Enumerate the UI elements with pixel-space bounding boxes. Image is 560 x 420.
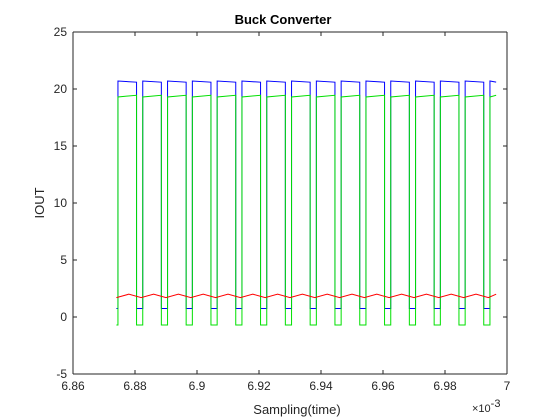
y-tick-label: 5 <box>60 253 67 267</box>
plot-box <box>73 32 507 374</box>
x-exponent: ×10-3 <box>472 398 500 415</box>
x-tick-label: 6.88 <box>123 379 147 393</box>
x-tick-label: 7 <box>504 379 511 393</box>
x-tick-label: 6.98 <box>433 379 457 393</box>
x-tick-label: 6.9 <box>189 379 206 393</box>
x-exponent-base: ×10 <box>472 403 491 415</box>
series-line-2 <box>116 94 497 326</box>
y-tick-label: 0 <box>60 310 67 324</box>
y-axis-label: IOUT <box>32 187 47 218</box>
x-tick-label: 6.86 <box>61 379 85 393</box>
x-exponent-power: -3 <box>491 398 501 410</box>
x-tick-label: 6.96 <box>371 379 395 393</box>
y-tick-label: 20 <box>54 82 68 96</box>
y-tick-label: -5 <box>56 367 67 381</box>
series-layer <box>116 80 497 326</box>
x-tick-label: 6.94 <box>309 379 333 393</box>
ticks-layer: 6.86 6.88 6.9 6.92 6.94 6.96 6.98 7 -5 0 5 10 15 20 25 <box>54 25 511 393</box>
x-axis-label: Sampling(time) <box>253 402 340 417</box>
series-line-3 <box>116 293 497 299</box>
chart-title: Buck Converter <box>235 12 332 27</box>
y-tick-label: 25 <box>54 25 68 39</box>
y-tick-label: 10 <box>54 196 68 210</box>
y-tick-label: 15 <box>54 139 68 153</box>
x-tick-label: 6.92 <box>247 379 271 393</box>
